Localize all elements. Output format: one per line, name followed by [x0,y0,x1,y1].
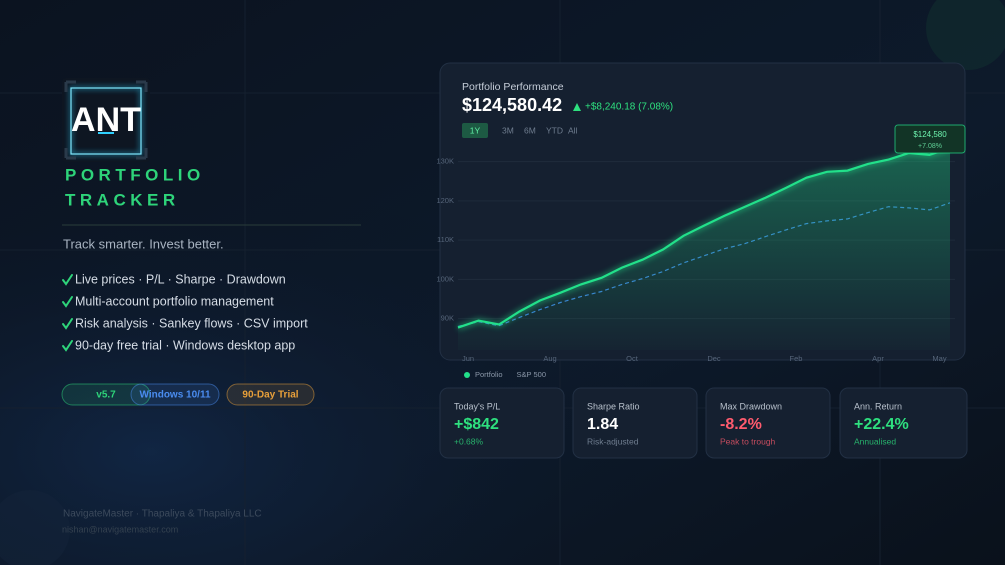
headline-change: +$8,240.18 (7.08%) [585,102,673,113]
check-icon [62,274,73,286]
y-tick-label: 90K [441,314,454,323]
y-tick-label: 110K [437,235,454,244]
stat-value: +$842 [454,416,499,433]
badge-text: v5.7 [96,390,116,401]
y-tick-label: 100K [436,274,454,283]
stat-sub: Annualised [854,436,896,446]
stat-label: Today's P/L [454,401,500,411]
x-tick-label: Dec [707,354,721,363]
logo: ANT [62,78,150,162]
feature: Live prices · P/L · Sharpe · Drawdown [75,272,286,286]
legend-label[interactable]: S&P 500 [517,370,546,379]
x-tick-label: Feb [790,354,803,363]
brand-title: TRACKER [65,190,180,209]
check-icon [62,296,73,308]
badge [130,383,220,406]
stat-label: Sharpe Ratio [587,401,640,411]
headline-value: $124,580.42 [462,95,562,115]
x-tick-label: Jun [462,354,474,363]
area [458,147,950,350]
feature: Risk analysis · Sankey flows · CSV impor… [75,316,308,330]
stat-card [572,387,698,459]
badge [61,383,151,406]
footer-company: NavigateMaster · Thapaliya & Thapaliya L… [63,509,262,520]
stat-label: Ann. Return [854,401,902,411]
footer-email: nishan@navigatemaster.com [62,524,178,534]
decor-circle [0,490,70,565]
tooltip [894,124,966,154]
stat-sub: Risk-adjusted [587,436,639,446]
tooltip-value: $124,580 [913,130,947,139]
stat-value: 1.84 [587,416,618,433]
tooltip-change: +7.08% [918,143,942,150]
series-line [457,146,951,329]
chart-title: Portfolio Performance [462,81,564,93]
stat-sub: +0.68% [454,436,484,446]
check-icon [62,340,73,352]
y-tick-label: 130K [436,157,454,166]
feature: 90-day free trial · Windows desktop app [75,338,295,352]
x-tick-label: May [932,354,946,363]
stat-card [839,387,968,459]
legend-dot [464,372,470,378]
range-button[interactable]: YTD [546,125,563,135]
stat-value: +22.4% [854,416,909,433]
x-tick-label: Oct [626,354,639,363]
stat-sub: Peak to trough [720,436,776,446]
range-button[interactable]: All [568,125,578,135]
decor-circle [926,0,1005,70]
stat-card [705,387,831,459]
range-button[interactable]: 3M [502,125,514,135]
badge-text: Windows 10/11 [139,390,210,401]
stat-label: Max Drawdown [720,401,782,411]
badge-text: 90-Day Trial [242,390,298,401]
feature: Multi-account portfolio management [75,294,274,308]
range-button-bg [462,123,488,138]
stat-card [439,387,565,459]
legend-label[interactable]: Portfolio [475,370,503,379]
badge [226,383,315,406]
brand-title: PORTFOLIO [65,165,205,184]
range-button[interactable]: 6M [524,125,536,135]
range-button[interactable]: 1Y [470,125,481,135]
check-icon [62,318,73,330]
x-tick-label: Aug [543,354,556,363]
y-tick-label: 120K [436,196,454,205]
x-tick-label: Apr [872,354,884,363]
stat-value: -8.2% [720,416,762,433]
tagline: Track smarter. Invest better. [63,236,224,251]
up-arrow [573,103,581,111]
